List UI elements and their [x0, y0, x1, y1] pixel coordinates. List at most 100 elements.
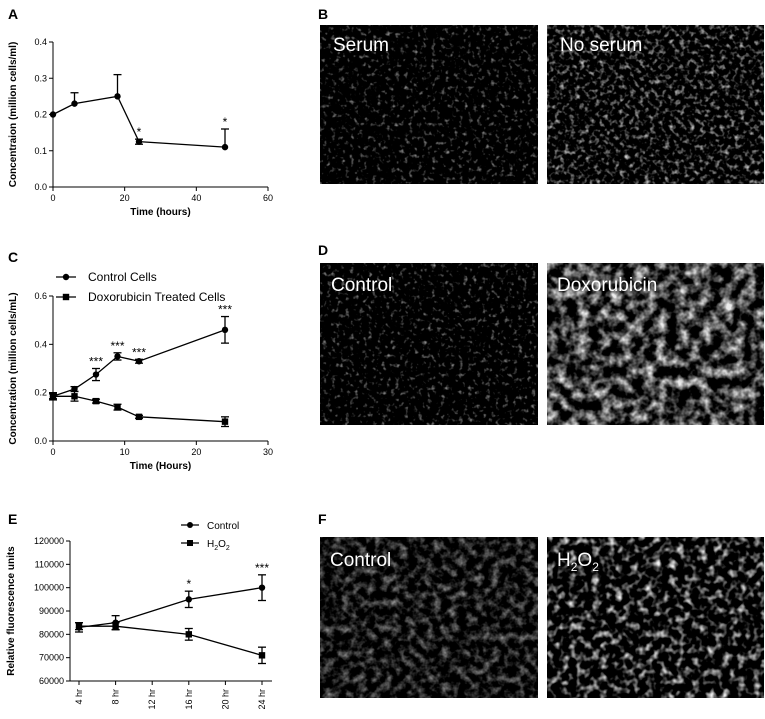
panel-label-c: C [8, 249, 18, 265]
micrograph-label: Doxorubicin [557, 275, 657, 296]
significance-label: * [137, 125, 142, 139]
data-point [258, 652, 266, 659]
significance-label: *** [218, 303, 232, 317]
micrograph-label: Control [330, 550, 391, 571]
micrograph-f-h2o2: H2O2 [547, 537, 764, 698]
micrograph-label: H2O2 [557, 550, 599, 574]
y-tick-label: 120000 [34, 536, 64, 546]
y-tick-label: 0.1 [34, 146, 47, 156]
data-point [135, 358, 143, 365]
y-tick-label: 80000 [39, 629, 64, 639]
x-tick-label: 40 [191, 193, 201, 203]
x-tick-label: 4 hr [74, 689, 84, 705]
legend-label: Control [207, 521, 239, 532]
panel-label-d: D [318, 242, 328, 258]
significance-label: * [186, 577, 191, 591]
x-tick-label: 16 hr [184, 689, 194, 710]
micrograph-label: Serum [333, 35, 389, 56]
legend-marker [62, 293, 70, 301]
x-tick-label: 12 hr [147, 689, 157, 710]
data-point [71, 385, 78, 393]
x-tick-label: 0 [50, 447, 55, 457]
y-tick-label: 90000 [39, 606, 64, 616]
x-axis-label: Time (hours) [130, 207, 190, 218]
data-point [135, 413, 143, 421]
data-point [221, 326, 229, 334]
y-tick-label: 0.0 [34, 436, 47, 446]
data-point [112, 622, 119, 630]
panel-label-a: A [8, 6, 18, 22]
significance-label: *** [255, 561, 269, 575]
y-tick-label: 110000 [35, 559, 64, 569]
micrograph-label: No serum [560, 35, 642, 56]
y-tick-label: 0.3 [34, 73, 47, 83]
x-tick-label: 20 [191, 447, 201, 457]
micrograph-label: Control [331, 275, 392, 296]
data-point [49, 393, 57, 400]
significance-label: * [223, 115, 228, 129]
legend-marker [62, 273, 70, 281]
x-tick-label: 0 [50, 193, 55, 203]
micrograph-d-doxorubicin: Doxorubicin [547, 263, 764, 425]
legend-marker [187, 540, 193, 546]
data-point [114, 403, 121, 411]
significance-label: *** [110, 339, 124, 353]
micrograph-d-control: Control [320, 263, 538, 425]
data-point [185, 631, 192, 638]
significance-label: *** [89, 355, 103, 369]
series-line [52, 329, 226, 397]
data-point [71, 393, 78, 400]
x-tick-label: 24 hr [257, 689, 267, 710]
chart-c-concentration: 0.0 0.2 0.4 0.6 0 10 20 30 Time (Hours) Concentra… [8, 270, 273, 472]
y-tick-label: 0.4 [34, 37, 47, 47]
y-axis-label: Concentration (million cells/mL) [8, 292, 19, 444]
x-tick-label: 60 [263, 193, 273, 203]
micrograph-b-no-serum: No serum [547, 25, 764, 184]
data-point [75, 622, 83, 630]
x-tick-label: 30 [263, 447, 273, 457]
legend-label: Control Cells [88, 270, 157, 284]
data-point [92, 397, 100, 405]
data-point [92, 371, 100, 378]
panel-label-f: F [318, 511, 327, 527]
data-point [258, 584, 266, 591]
x-tick-label: 8 hr [111, 689, 121, 705]
data-point [185, 596, 192, 603]
x-tick-label: 20 [120, 193, 130, 203]
x-tick-label: 20 hr [220, 689, 230, 710]
data-point [221, 143, 229, 151]
legend-marker [187, 522, 193, 528]
data-point [221, 418, 229, 425]
data-point [135, 138, 143, 145]
y-tick-label: 0.2 [34, 110, 47, 120]
error-bar [113, 73, 122, 97]
y-tick-label: 0.0 [34, 182, 47, 192]
series-line [78, 587, 263, 628]
data-point [114, 93, 121, 100]
data-point [49, 111, 57, 118]
y-tick-label: 0.6 [34, 291, 47, 301]
panel-label-e: E [8, 511, 17, 527]
significance-label: *** [132, 345, 146, 359]
series-line [79, 625, 263, 656]
micrograph-b-serum: Serum [320, 25, 538, 184]
x-tick-label: 10 [120, 447, 130, 457]
chart-a-concentration: 0.0 0.1 0.2 0.3 0.4 0 20 40 60 Time (hours) Concen… [8, 37, 273, 218]
y-tick-label: 70000 [39, 653, 64, 663]
series-line [53, 395, 226, 423]
legend-label: Doxorubicin Treated Cells [88, 290, 225, 304]
micrograph-f-control: Control [320, 537, 538, 698]
y-axis-label: Concentraion (million cells/ml) [8, 42, 19, 188]
y-tick-label: 60000 [39, 676, 64, 686]
y-tick-label: 0.2 [34, 388, 47, 398]
x-axis-label: Time (Hours) [130, 461, 192, 472]
chart-e-fluorescence: 60000 70000 80000 90000 100000 110000 120000 4 … [6, 521, 272, 710]
y-tick-label: 0.4 [34, 339, 47, 349]
legend-label: H2O2 [207, 539, 230, 552]
panel-label-b: B [318, 6, 328, 22]
data-point [114, 353, 121, 360]
y-axis-label: Relative fluorescence units [6, 546, 17, 676]
data-point [71, 100, 78, 107]
y-tick-label: 100000 [34, 583, 64, 593]
